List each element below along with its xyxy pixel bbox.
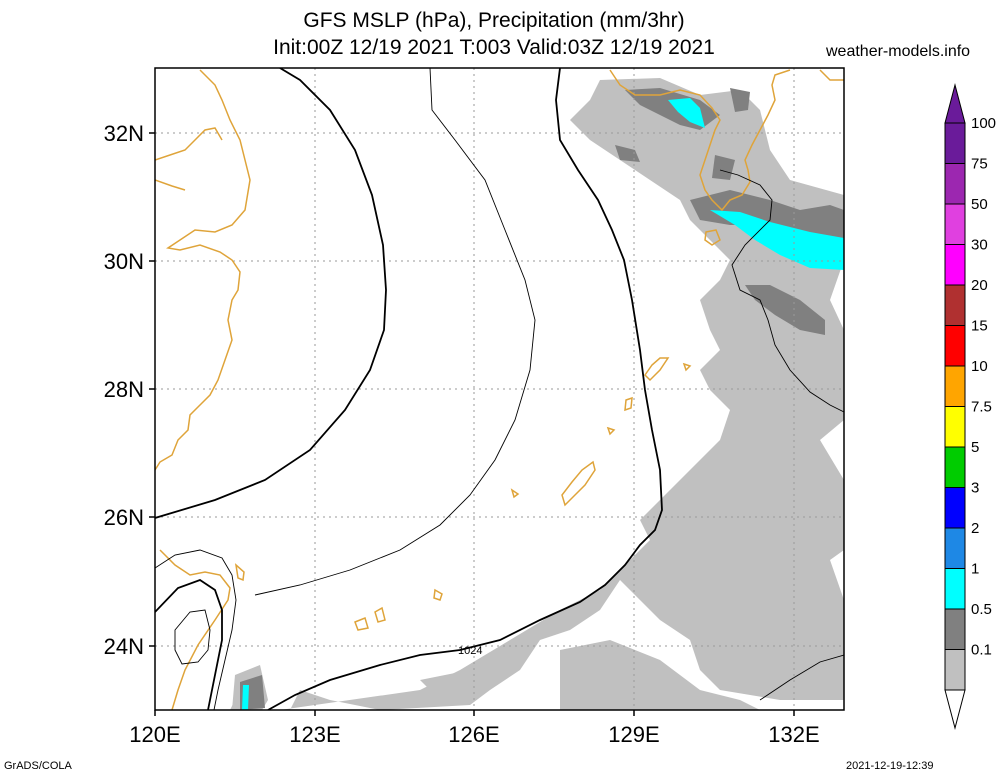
colorbar-label: 2 (971, 520, 979, 537)
map-area (155, 68, 844, 710)
colorbar-segment (944, 649, 966, 691)
lon-label: 123E (289, 722, 340, 747)
lon-label: 132E (768, 722, 819, 747)
chart-subtitle: Init:00Z 12/19 2021 T:003 Valid:03Z 12/1… (273, 36, 715, 59)
colorbar-label: 3 (971, 480, 979, 497)
precip-light (230, 78, 844, 710)
colorbar-segment (944, 446, 966, 488)
colorbar-segment (944, 325, 966, 367)
lat-label: 24N (104, 634, 144, 659)
lon-label: 129E (608, 722, 659, 747)
lat-label: 32N (104, 121, 144, 146)
colorbar-segment (944, 122, 966, 164)
colorbar-label: 20 (971, 277, 988, 294)
colorbar-segment (944, 163, 966, 205)
colorbar-segment (944, 284, 966, 326)
footer-credit: GrADS/COLA (4, 760, 72, 772)
isobar-label: 1024 (458, 645, 482, 657)
colorbar-label: 15 (971, 318, 988, 335)
colorbar-label: 5 (971, 439, 979, 456)
site-credit: weather-models.info (826, 43, 971, 60)
lon-label: 126E (448, 722, 499, 747)
colorbar-label: 7.5 (971, 399, 992, 416)
longitude-labels: 120E 123E 126E 129E 132E (129, 722, 819, 747)
coastlines (155, 69, 844, 710)
chart-title: GFS MSLP (hPa), Precipitation (mm/3hr) (303, 9, 685, 32)
colorbar-segment (944, 365, 966, 407)
colorbar-segment (944, 244, 966, 286)
isobars (155, 68, 844, 710)
lat-label: 30N (104, 249, 144, 274)
colorbar: 100 75 50 30 20 15 10 7.5 5 3 2 1 0.5 0.1 (944, 83, 996, 730)
footer-timestamp: 2021-12-19-12:39 (846, 760, 934, 772)
precip-cyan (242, 98, 844, 710)
colorbar-label: 100 (971, 115, 996, 132)
latitude-labels: 32N 30N 28N 26N 24N (104, 121, 144, 659)
axis-ticks (149, 132, 795, 716)
colorbar-segment (944, 203, 966, 245)
lon-label: 120E (129, 722, 180, 747)
colorbar-label: 50 (971, 196, 988, 213)
colorbar-label: 75 (971, 156, 988, 173)
colorbar-bottom-arrow (944, 689, 966, 730)
graticule (155, 68, 844, 710)
colorbar-label: 0.5 (971, 601, 992, 618)
colorbar-label: 0.1 (971, 642, 992, 659)
colorbar-segment (944, 406, 966, 448)
colorbar-label: 10 (971, 358, 988, 375)
lat-label: 26N (104, 505, 144, 530)
colorbar-label: 1 (971, 561, 979, 578)
colorbar-segment (944, 527, 966, 569)
colorbar-top-arrow (944, 83, 966, 124)
lat-label: 28N (104, 377, 144, 402)
colorbar-label: 30 (971, 237, 988, 254)
colorbar-segment (944, 568, 966, 610)
colorbar-segment (944, 608, 966, 650)
colorbar-segment (944, 487, 966, 529)
